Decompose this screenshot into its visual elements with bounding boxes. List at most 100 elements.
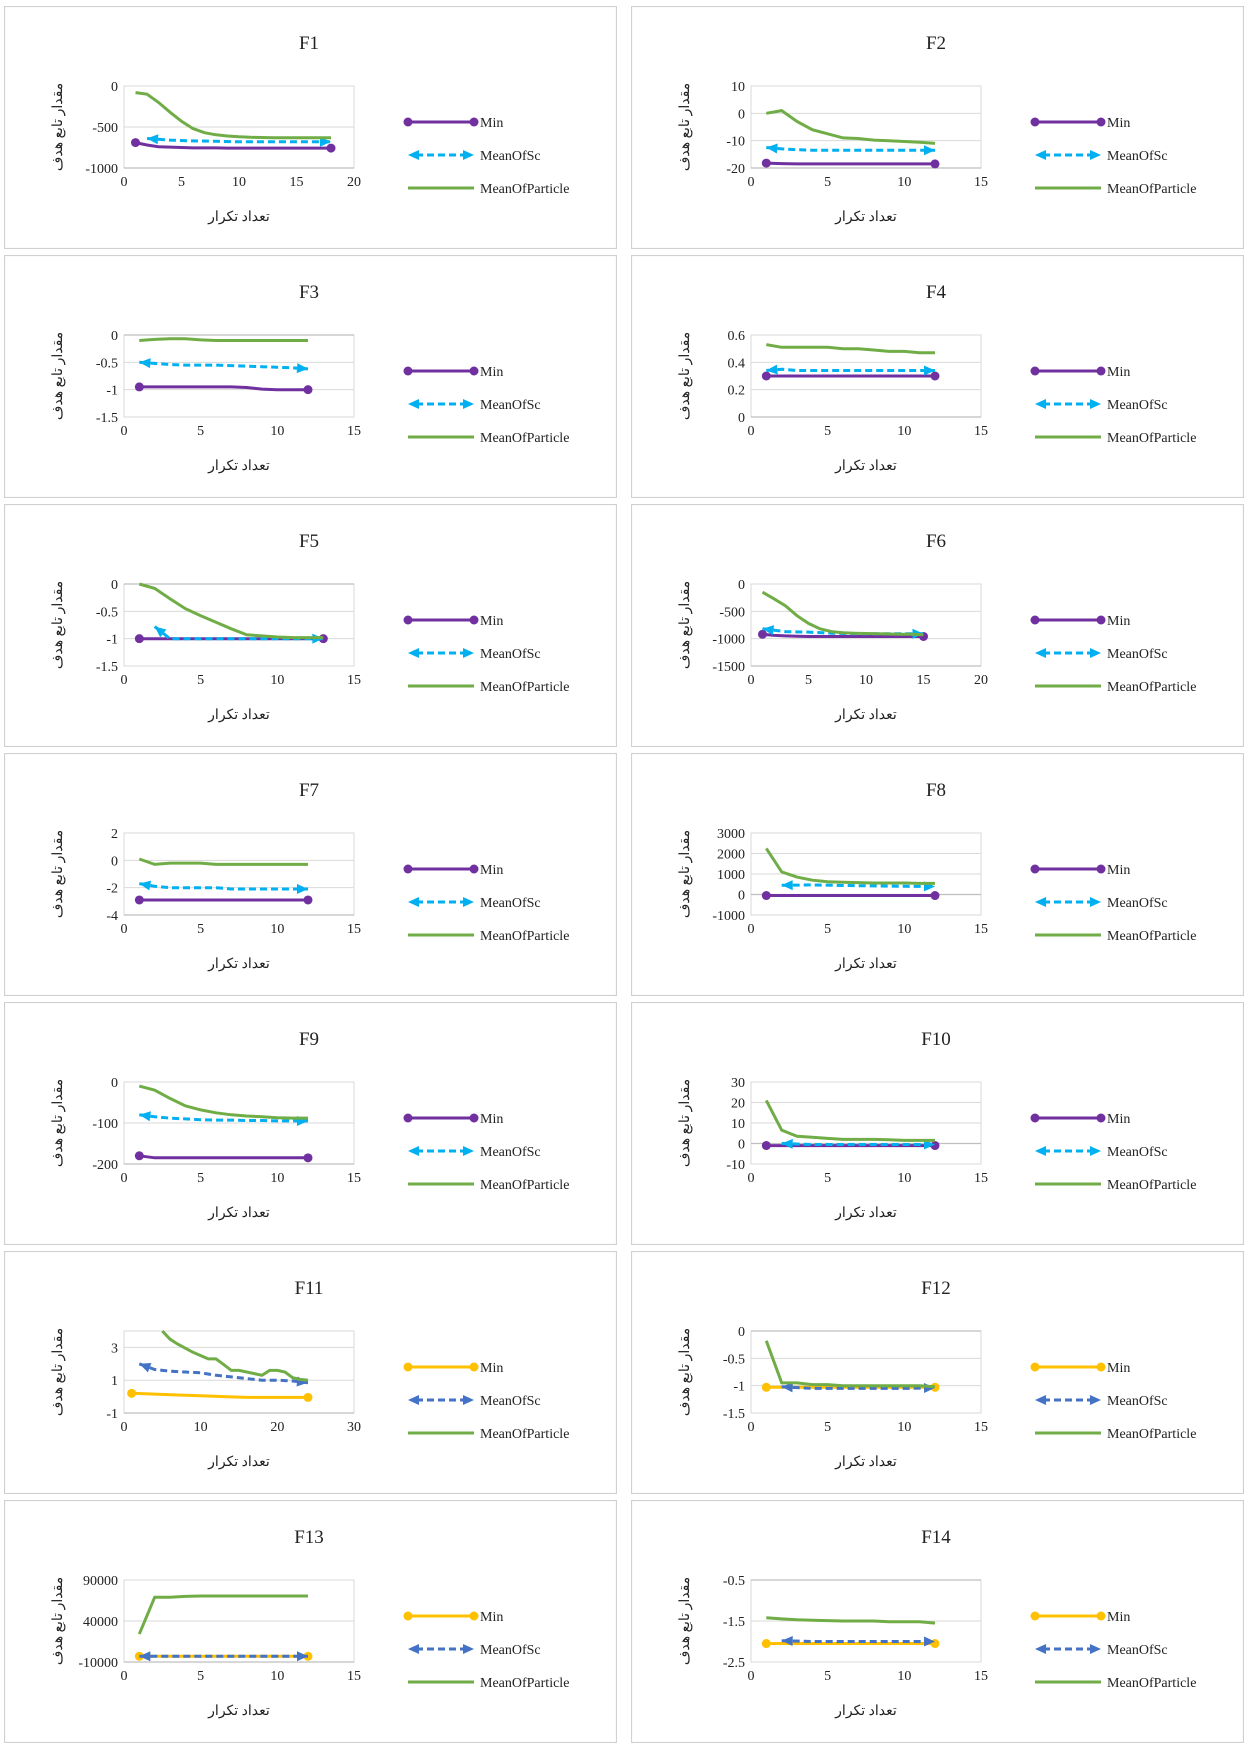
- legend-min-marker: [469, 1362, 479, 1372]
- x-tick-label: 0: [121, 673, 128, 688]
- legend-min-marker: [1030, 864, 1040, 874]
- series-min-marker: [761, 1382, 771, 1392]
- y-tick-label: -100: [92, 1117, 118, 1132]
- chart-panel-f7: F7 -4 -2 0 2 0 5 10 15 تعداد تکرار مقدار تابع هدف M…: [4, 753, 617, 996]
- x-tick-label: 10: [897, 1171, 911, 1186]
- x-tick-label: 5: [197, 1669, 204, 1684]
- legend-min-marker: [1030, 1362, 1040, 1372]
- legend-mean-of-particle-label: MeanOfParticle: [1107, 1427, 1196, 1442]
- legend-mean-of-sc-label: MeanOfSc: [480, 1145, 541, 1160]
- y-axis-label: مقدار تابع هدف: [678, 1577, 693, 1665]
- legend-mean-of-sc-label: MeanOfSc: [480, 149, 541, 164]
- y-tick-label: 2: [111, 827, 118, 842]
- legend-mean-of-sc-arrow: [408, 648, 419, 658]
- legend-mean-of-particle-label: MeanOfParticle: [1107, 1676, 1196, 1691]
- chart-panel-f6: F6 -1500 -1000 -500 0 0 5 10 15 20 تعداد تکرار مقدا…: [631, 504, 1244, 747]
- x-tick-label: 10: [270, 673, 284, 688]
- y-axis-label: مقدار تابع هدف: [678, 830, 693, 918]
- y-tick-label: 0: [738, 1325, 745, 1340]
- y-tick-label: -0.5: [96, 605, 118, 620]
- chart-frame: [4, 753, 617, 996]
- chart-title: F6: [926, 531, 946, 552]
- y-tick-label: -20: [726, 162, 745, 177]
- legend-mean-of-particle-label: MeanOfParticle: [1107, 680, 1196, 695]
- x-tick-label: 10: [270, 922, 284, 937]
- x-tick-label: 0: [748, 424, 755, 439]
- chart-frame: [631, 6, 1244, 249]
- y-tick-label: 0: [111, 329, 118, 344]
- series-mean-of-particle-line: [138, 582, 324, 640]
- x-tick-label: 5: [805, 673, 812, 688]
- chart-frame: [4, 504, 617, 747]
- legend-mean-of-particle-label: MeanOfParticle: [480, 1178, 569, 1193]
- chart-title: F1: [299, 33, 319, 54]
- y-axis-label: مقدار تابع هدف: [51, 1079, 66, 1167]
- legend-mean-of-sc-arrow: [1035, 1146, 1046, 1156]
- legend-mean-of-sc-arrow: [463, 648, 474, 658]
- legend-min-label: Min: [1107, 863, 1130, 878]
- series-mean-of-sc-arrow: [762, 625, 775, 636]
- legend-mean-of-sc-label: MeanOfSc: [1107, 398, 1168, 413]
- legend-mean-of-particle-label: MeanOfParticle: [1107, 431, 1196, 446]
- legend-mean-of-sc-arrow: [408, 150, 419, 160]
- legend: Min MeanOfSc MeanOfParticle: [403, 614, 569, 695]
- series-min-marker: [134, 895, 144, 905]
- legend-min-marker: [403, 117, 413, 127]
- x-axis-label: تعداد تکرار: [834, 957, 897, 972]
- legend-mean-of-sc-arrow: [463, 1644, 474, 1654]
- series-mean-of-sc-line: [766, 367, 935, 372]
- y-tick-label: -10: [726, 1158, 745, 1173]
- legend-min-label: Min: [1107, 614, 1130, 629]
- y-tick-label: -2.5: [723, 1656, 745, 1671]
- series-min-marker: [930, 159, 940, 169]
- legend-mean-of-sc-arrow: [408, 399, 419, 409]
- legend-min-marker: [469, 615, 479, 625]
- x-axis-label: تعداد تکرار: [834, 1704, 897, 1719]
- legend-min-label: Min: [480, 863, 503, 878]
- legend-min-marker: [403, 615, 413, 625]
- y-tick-label: 0.4: [728, 356, 746, 371]
- x-tick-label: 15: [974, 424, 988, 439]
- y-axis-label: مقدار تابع هدف: [678, 332, 693, 420]
- y-tick-label: -1: [106, 1407, 118, 1422]
- y-tick-label: -500: [92, 121, 118, 136]
- legend-min-label: Min: [480, 1610, 503, 1625]
- y-tick-label: -1000: [712, 909, 745, 924]
- legend-min-label: Min: [480, 1361, 503, 1376]
- legend-min-label: Min: [1107, 116, 1130, 131]
- x-tick-label: 15: [974, 1669, 988, 1684]
- chart-panel-f4: F4 0 0.2 0.4 0.6 0 5 10 15 تعداد تکرار مقدار تابع …: [631, 255, 1244, 498]
- x-axis-label: تعداد تکرار: [834, 1206, 897, 1221]
- legend-min-marker: [1096, 1113, 1106, 1123]
- series-min-marker: [303, 1153, 313, 1163]
- series-mean-of-sc-arrow: [147, 134, 159, 145]
- legend-min-marker: [1096, 366, 1106, 376]
- x-tick-label: 10: [194, 1420, 208, 1435]
- y-tick-label: 10: [731, 1117, 745, 1132]
- legend-mean-of-sc-label: MeanOfSc: [480, 1394, 541, 1409]
- x-tick-label: 15: [347, 922, 361, 937]
- legend-mean-of-particle-label: MeanOfParticle: [480, 680, 569, 695]
- legend-mean-of-sc-arrow: [1090, 1644, 1101, 1654]
- chart-frame: [631, 1251, 1244, 1494]
- legend-mean-of-sc-arrow: [463, 897, 474, 907]
- y-tick-label: 0.2: [728, 384, 746, 399]
- y-tick-label: -1: [106, 633, 118, 648]
- series-mean-of-sc-arrow: [781, 1635, 793, 1646]
- chart-title: F5: [299, 531, 319, 552]
- y-axis-label: مقدار تابع هدف: [678, 1328, 693, 1416]
- y-tick-label: 0: [738, 578, 745, 593]
- x-axis-label: تعداد تکرار: [207, 1704, 270, 1719]
- series-min-line: [135, 141, 331, 150]
- chart-title: F13: [294, 1527, 324, 1548]
- chart-panel-f2: F2 -20 -10 0 10 0 5 10 15 تعداد تکرار مقدار تابع ه…: [631, 6, 1244, 249]
- x-axis-label: تعداد تکرار: [207, 957, 270, 972]
- legend: Min MeanOfSc MeanOfParticle: [1030, 1610, 1196, 1691]
- legend-min-marker: [1030, 117, 1040, 127]
- series-min-line: [762, 632, 924, 638]
- legend-min-marker: [1096, 1611, 1106, 1621]
- legend-min-marker: [469, 366, 479, 376]
- legend-min-marker: [1030, 1611, 1040, 1621]
- y-tick-label: -0.5: [723, 1574, 745, 1589]
